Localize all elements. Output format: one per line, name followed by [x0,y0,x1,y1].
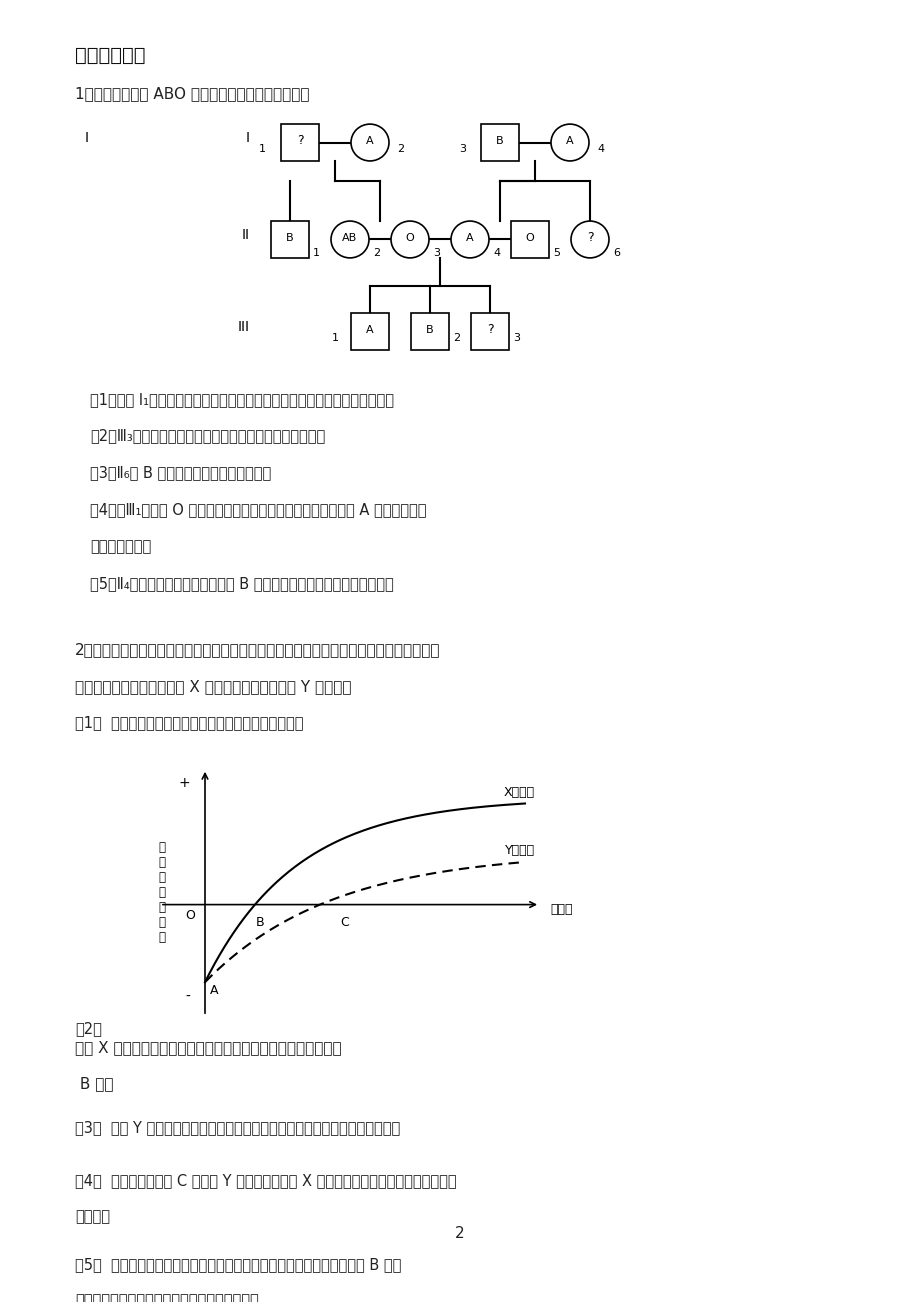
Text: 是什么？: 是什么？ [75,1210,110,1224]
Text: （3）Ⅱ₆为 B 型血的几率是＿＿＿＿＿＿。: （3）Ⅱ₆为 B 型血的几率是＿＿＿＿＿＿。 [90,465,271,480]
Bar [471,314,508,350]
Text: （4）  说明在光强度为 C 时溶液 Y 中的绿藻与溶液 X 中的绿藻的产氧量有什么不同？原因: （4） 说明在光强度为 C 时溶液 Y 中的绿藻与溶液 X 中的绿藻的产氧量有什… [75,1173,456,1189]
Bar [481,124,518,161]
Text: 1: 1 [332,333,338,344]
Text: B: B [286,233,293,242]
Text: 1: 1 [259,145,266,155]
Text: 3: 3 [513,333,519,344]
Text: B: B [495,135,504,146]
Text: 5: 5 [552,249,560,258]
Text: A: A [466,233,473,242]
Text: 1: 1 [312,249,320,258]
Text: B: B [425,324,434,335]
Text: ＿＿＿＿＿＿。: ＿＿＿＿＿＿。 [90,539,151,555]
Text: A: A [366,324,373,335]
Text: O: O [525,233,534,242]
Text: C: C [340,917,349,930]
Text: B: B [255,917,264,930]
Text: （5）  若图中表示的是阳生植物的曲线图，若是阴生植物，则曲线图中的 B 点应: （5） 若图中表示的是阳生植物的曲线图，若是阴生植物，则曲线图中的 B 点应 [75,1258,401,1272]
Text: （1）图中 I₁的血型表现型是＿＿＿＿＿＿＿，基因型是＿＿＿＿＿＿＿＿。: （1）图中 I₁的血型表现型是＿＿＿＿＿＿＿，基因型是＿＿＿＿＿＿＿＿。 [90,392,393,406]
Text: I: I [245,130,250,145]
Circle shape [571,221,608,258]
Text: 2: 2 [397,145,403,155]
Bar [280,124,319,161]
Text: 4: 4 [493,249,500,258]
Text: III: III [238,320,250,333]
Text: Y溶液中: Y溶液中 [505,844,535,857]
Bar [411,314,448,350]
Text: 2: 2 [455,1225,464,1241]
Circle shape [391,221,428,258]
Circle shape [450,221,489,258]
Text: II: II [242,228,250,242]
Text: 3: 3 [459,145,466,155]
Text: A: A [210,984,219,997]
Text: 养了同样数量的绿藻，溶液 X 是完全培养液，而溶液 Y 则缺镁，: 养了同样数量的绿藻，溶液 X 是完全培养液，而溶液 Y 则缺镁， [75,678,351,694]
Bar [351,314,389,350]
Circle shape [351,124,389,161]
Circle shape [331,221,369,258]
Circle shape [550,124,588,161]
Text: ?: ? [486,323,493,336]
Bar [510,221,549,258]
Text: （3）  对于 Y 溶液中生长的绿藻，缺镁对绿藻颜色的影响是什么？原因是什么？: （3） 对于 Y 溶液中生长的绿藻，缺镁对绿藻颜色的影响是什么？原因是什么？ [75,1120,400,1135]
Text: O: O [405,233,414,242]
Bar [271,221,309,258]
Text: ?: ? [296,134,303,147]
Text: B 处：: B 处： [75,1077,113,1091]
Text: （2）Ⅲ₃的表现型是＿＿＿＿＿，基因型是＿＿＿＿＿＿。: （2）Ⅲ₃的表现型是＿＿＿＿＿，基因型是＿＿＿＿＿＿。 [90,428,325,444]
Text: A: A [565,135,573,146]
Text: （2）: （2） [75,1021,102,1036]
Text: +: + [178,776,190,790]
Text: A: A [366,135,373,146]
Text: 溶液 X 中生长的绿藻，说明在下列两处的净氧量，并予以解释：: 溶液 X 中生长的绿藻，说明在下列两处的净氧量，并予以解释： [75,1040,341,1056]
Text: 3: 3 [433,249,439,258]
Text: -: - [185,990,190,1004]
Text: 二、非选择题: 二、非选择题 [75,46,145,65]
Text: ?: ? [586,230,593,243]
Text: （1）  该实验中的那个生物对溶液的净氧量有什么影响？: （1） 该实验中的那个生物对溶液的净氧量有什么影响？ [75,716,303,730]
Text: O: O [185,909,195,922]
Text: 6: 6 [612,249,619,258]
Text: I: I [85,130,89,145]
Text: ＿＿＿＿＿＿（前移还是后移，还是原地不动）: ＿＿＿＿＿＿（前移还是后移，还是原地不动） [75,1293,258,1302]
Text: 2: 2 [452,333,460,344]
Text: AB: AB [342,233,357,242]
Text: 介
质
中
的
净
氧
量: 介 质 中 的 净 氧 量 [158,841,165,944]
Text: 1、下图是某家庭 ABO 血型调查结果，请据图回答：: 1、下图是某家庭 ABO 血型调查结果，请据图回答： [75,86,309,102]
Text: 光强度: 光强度 [550,904,572,915]
Text: （4）若Ⅲ₁和一个 O 型血的女人结婚，他们所生的第一个孩子为 A 型血的几率是: （4）若Ⅲ₁和一个 O 型血的女人结婚，他们所生的第一个孩子为 A 型血的几率是 [90,503,426,517]
Text: 2: 2 [372,249,380,258]
Text: （5）Ⅱ₄若再生一个孩子，该孩子为 B 型血的男孩的几率是＿＿＿＿＿＿。: （5）Ⅱ₄若再生一个孩子，该孩子为 B 型血的男孩的几率是＿＿＿＿＿＿。 [90,575,393,591]
Text: 2、下列曲线表明研究光强度对植物产生氧的影响的实验结果，两种不同的培养液中分别培: 2、下列曲线表明研究光强度对植物产生氧的影响的实验结果，两种不同的培养液中分别培 [75,642,440,656]
Text: X溶液中: X溶液中 [504,785,535,798]
Text: 4: 4 [596,145,604,155]
